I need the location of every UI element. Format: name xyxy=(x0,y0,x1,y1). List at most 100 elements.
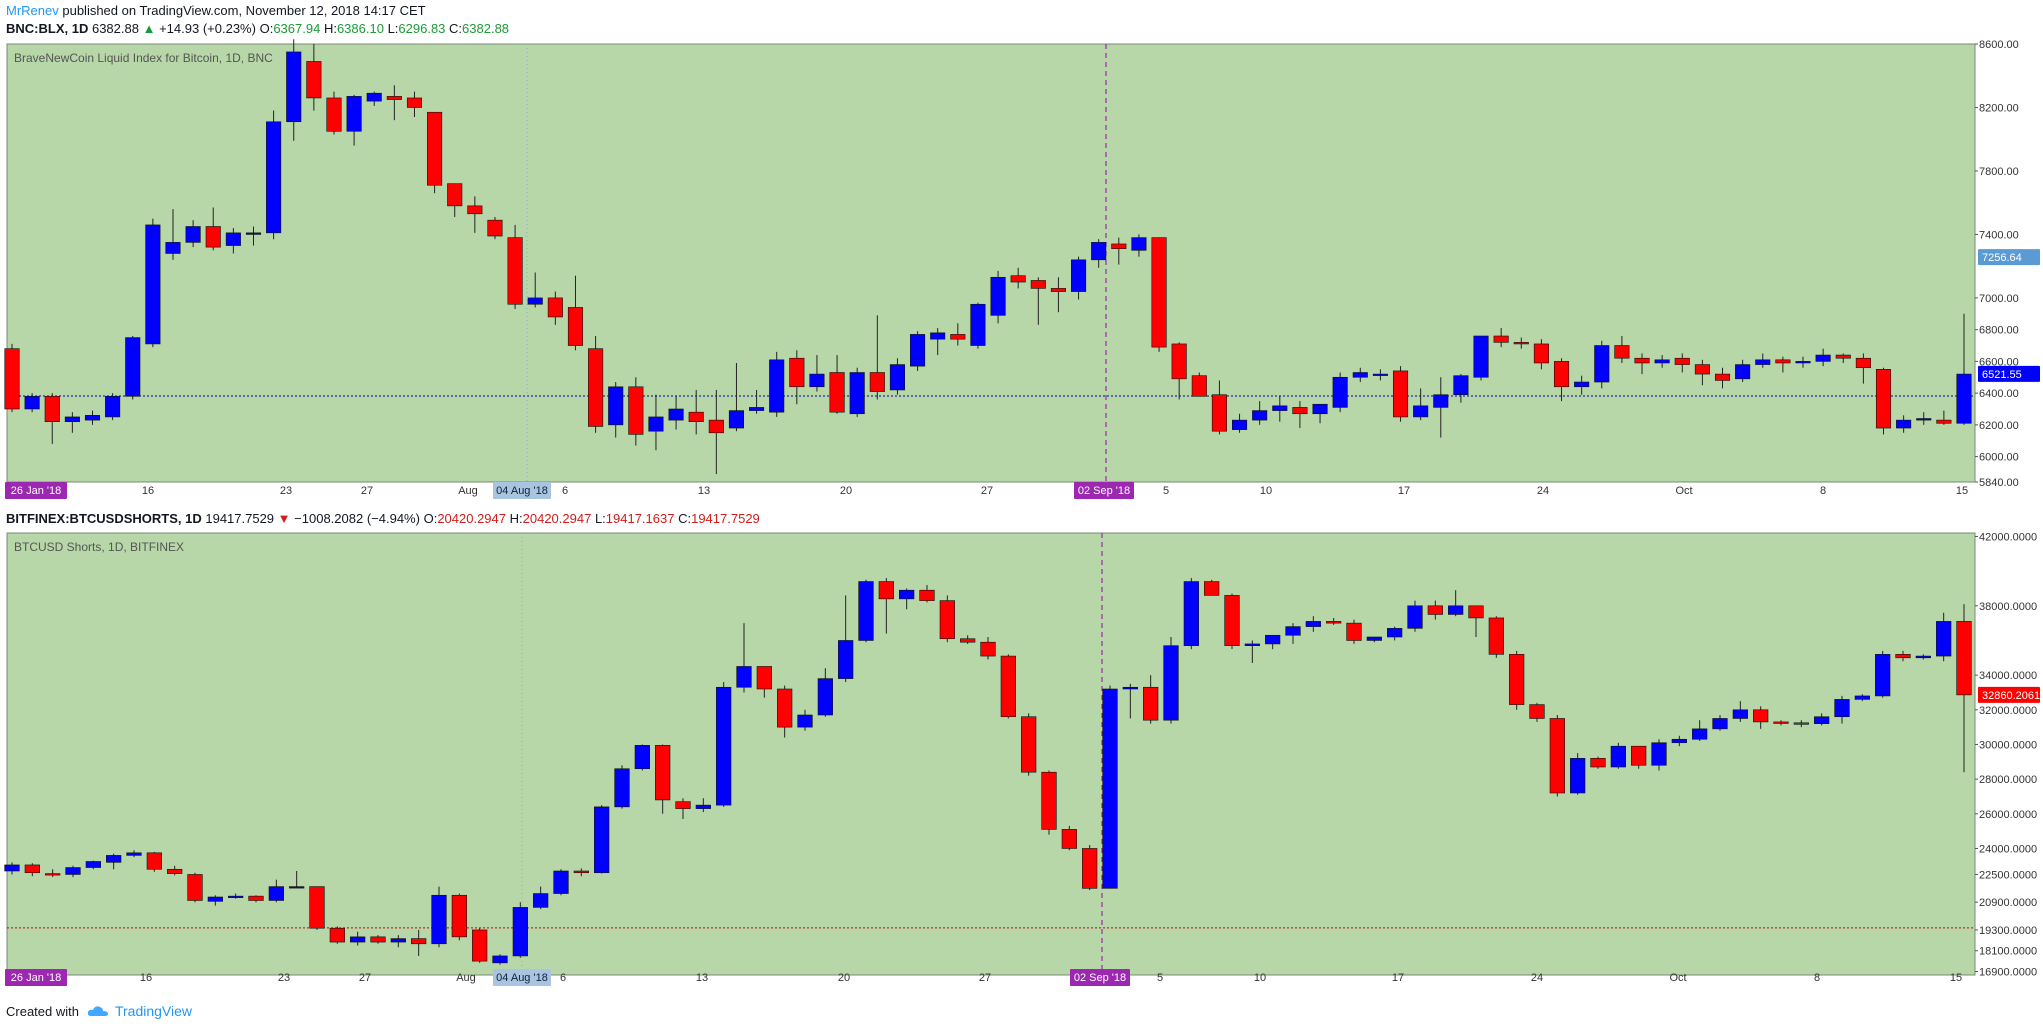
candle-body xyxy=(1305,621,1321,627)
candle-body xyxy=(1634,357,1650,364)
candle xyxy=(268,879,284,903)
pane2-change-arrow: ▼ xyxy=(277,511,291,526)
y-tick-label: 16900.0000 xyxy=(1979,967,2037,979)
candle xyxy=(1915,654,1931,660)
candle xyxy=(567,275,584,351)
candle-body xyxy=(1614,345,1630,359)
y-tick-label: 5840.00 xyxy=(1979,477,2019,489)
candle xyxy=(588,336,604,433)
candle xyxy=(1272,396,1288,422)
candle-body xyxy=(1050,288,1066,292)
candle-body xyxy=(919,589,935,601)
candle-body xyxy=(1224,595,1240,646)
candle xyxy=(527,272,543,308)
candle xyxy=(553,869,569,896)
candle xyxy=(1513,337,1529,349)
y-tick-label: 42000.0000 xyxy=(1979,531,2037,543)
pane1-legend: BNC:BLX, 1D 6382.88 ▲ +14.93 (+0.23%) O:… xyxy=(6,21,509,36)
candle xyxy=(1366,636,1382,643)
candle-body xyxy=(1326,621,1342,624)
candle-body xyxy=(838,640,854,679)
candle-body xyxy=(447,183,463,207)
candle-body xyxy=(289,886,305,889)
candle-body xyxy=(1232,419,1248,430)
candle-body xyxy=(24,864,40,874)
price-tag xyxy=(1978,686,2040,703)
candle xyxy=(185,220,201,248)
candle xyxy=(492,954,508,965)
candle xyxy=(1814,713,1830,726)
candle xyxy=(487,216,503,240)
candle xyxy=(1834,695,1850,724)
candle-body xyxy=(1082,848,1098,889)
candle-body xyxy=(1712,718,1728,730)
candle-body xyxy=(980,641,996,657)
pane1-chart[interactable]: 8600.00 8200.00 7800.00 7400.00 7000.00 6800.… xyxy=(4,39,2040,499)
candle-body xyxy=(1000,655,1016,718)
pane1-symbol[interactable]: BNC:BLX, 1D xyxy=(6,21,89,36)
candle-body xyxy=(309,886,325,929)
candle xyxy=(1163,637,1179,724)
candle xyxy=(1773,720,1789,726)
candle-body xyxy=(728,410,744,429)
candle xyxy=(1533,339,1549,370)
candle xyxy=(386,85,402,121)
candle xyxy=(165,209,181,260)
candle xyxy=(1244,640,1260,663)
y-tick-label: 7800.00 xyxy=(1979,166,2019,178)
candle xyxy=(1590,756,1606,769)
candle xyxy=(809,355,825,392)
candle xyxy=(594,805,610,874)
pane2-c-label: C: xyxy=(678,511,692,526)
candle xyxy=(1854,694,1870,702)
candle-body xyxy=(869,372,885,392)
candle xyxy=(1936,410,1952,425)
candle-body xyxy=(749,407,765,411)
candle-body xyxy=(65,867,81,875)
candle xyxy=(366,91,382,106)
y-tick-label: 8600.00 xyxy=(1979,39,2019,51)
pane1-high: 6386.10 xyxy=(336,21,384,36)
candle xyxy=(634,744,650,771)
tradingview-brand[interactable]: TradingView xyxy=(87,1003,192,1019)
candle xyxy=(708,389,724,475)
candle-body xyxy=(125,337,141,397)
candle xyxy=(245,226,262,246)
y-tick-label: 6200.00 xyxy=(1979,420,2019,432)
candle-body xyxy=(614,768,630,808)
candle xyxy=(1407,600,1423,632)
candle-body xyxy=(167,868,183,874)
candle xyxy=(326,91,342,135)
candle xyxy=(1285,623,1301,644)
candle-body xyxy=(789,357,805,388)
candle xyxy=(1224,593,1240,650)
x-tick-label: 5 xyxy=(1163,485,1169,497)
candle xyxy=(797,709,813,731)
publish-header: MrRenev published on TradingView.com, No… xyxy=(6,3,426,18)
candle-body xyxy=(1433,394,1449,408)
candle-body xyxy=(406,97,423,108)
candle xyxy=(1292,401,1308,429)
date-badge-label: 02 Sep '18 xyxy=(1078,485,1130,497)
candle-body xyxy=(1122,686,1138,690)
x-tick-label: 13 xyxy=(698,485,710,497)
candle xyxy=(1936,612,1952,662)
pane2-o-label: O: xyxy=(423,511,438,526)
candle-body xyxy=(1590,758,1606,768)
candle-body xyxy=(350,936,366,943)
candle-body xyxy=(207,896,223,902)
candle xyxy=(628,377,644,446)
pane2-symbol[interactable]: BITFINEX:BTCUSDSHORTS, 1D xyxy=(6,511,202,526)
candle-body xyxy=(266,121,282,234)
plot-background xyxy=(6,532,1976,976)
tradingview-label[interactable]: TradingView xyxy=(114,1003,193,1019)
candle-body xyxy=(1453,375,1469,396)
x-tick-label: 10 xyxy=(1260,485,1272,497)
x-tick-label: 23 xyxy=(278,972,290,984)
candle-body xyxy=(1916,418,1932,421)
author-link[interactable]: MrRenev xyxy=(6,3,59,18)
candle xyxy=(1265,634,1281,650)
candle xyxy=(411,929,427,956)
pane2-chart[interactable]: 42000.0000 38000.0000 34000.0000 32000.0000… xyxy=(4,531,2040,986)
